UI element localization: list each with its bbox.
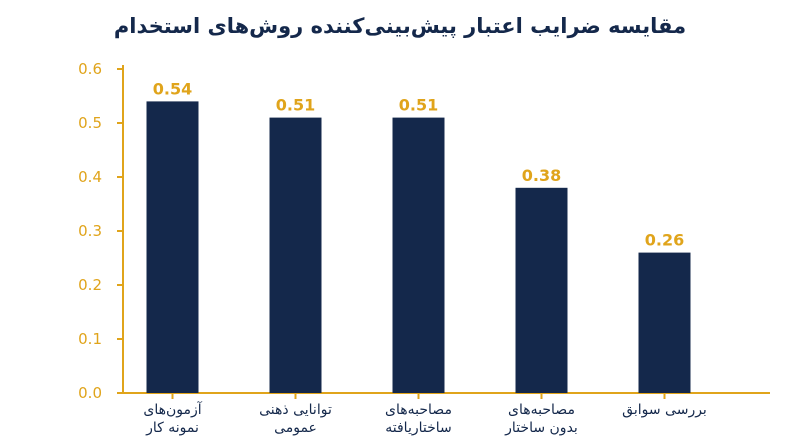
y-tick-label: 0.6 [78, 60, 102, 78]
x-tick-label: مصاحبه‌های [508, 402, 575, 418]
chart-title: مقایسه ضرایب اعتبار پیش‌بینی‌کننده روش‌ه… [113, 14, 687, 38]
x-tick-label: بدون ساختار [504, 420, 578, 436]
data-label: 0.54 [153, 79, 192, 98]
x-tick-label: آزمون‌های [143, 401, 202, 418]
bar [515, 187, 568, 393]
data-label: 0.51 [399, 96, 438, 115]
y-tick-label: 0.2 [78, 276, 102, 294]
data-label: 0.51 [276, 96, 315, 115]
bar [146, 101, 199, 394]
x-tick-label: عمومی [274, 420, 317, 436]
x-tick-label: توانایی ذهنی [259, 402, 332, 418]
x-tick-label: مصاحبه‌های [385, 402, 452, 418]
bar [638, 252, 691, 393]
bar [392, 117, 445, 393]
bar [269, 117, 322, 393]
data-label: 0.38 [522, 166, 561, 185]
y-tick-label: 0.1 [78, 330, 102, 348]
x-tick-label: بررسی سوابق [622, 402, 707, 418]
y-tick-label: 0.3 [78, 222, 102, 240]
y-tick-label: 0.0 [78, 384, 102, 402]
y-tick-label: 0.4 [78, 168, 102, 186]
data-label: 0.26 [645, 231, 684, 250]
x-tick-label: ساختاریافته [385, 420, 452, 436]
x-tick-label: نمونه کار [145, 420, 199, 436]
y-tick-label: 0.5 [78, 114, 102, 132]
